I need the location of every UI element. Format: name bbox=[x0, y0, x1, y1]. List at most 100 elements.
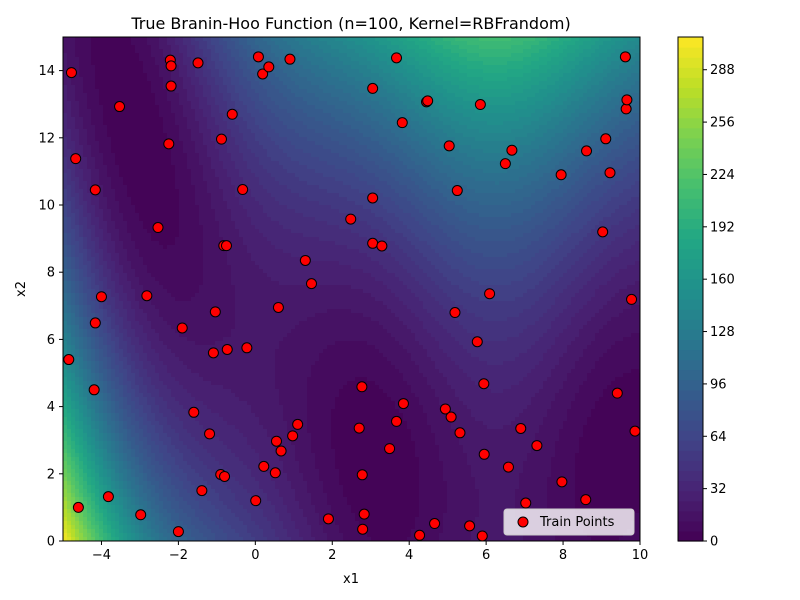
contour-cell bbox=[75, 53, 80, 58]
contour-cell bbox=[191, 489, 196, 494]
contour-cell bbox=[163, 333, 168, 338]
contour-cell bbox=[143, 185, 148, 190]
contour-cell bbox=[195, 125, 200, 130]
contour-cell bbox=[135, 173, 140, 178]
contour-cell bbox=[119, 337, 124, 342]
contour-cell bbox=[143, 53, 148, 58]
contour-cell bbox=[67, 453, 72, 458]
contour-cell bbox=[219, 105, 224, 110]
contour-cell bbox=[135, 61, 140, 66]
contour-cell bbox=[203, 537, 208, 541]
contour-cell bbox=[143, 517, 148, 522]
contour-cell bbox=[179, 521, 184, 526]
contour-cell bbox=[123, 381, 128, 386]
contour-cell bbox=[103, 529, 108, 534]
contour-cell bbox=[175, 189, 180, 194]
contour-cell bbox=[151, 65, 156, 70]
contour-cell bbox=[111, 329, 116, 334]
contour-cell bbox=[135, 497, 140, 502]
contour-cell bbox=[187, 233, 192, 238]
contour-cell bbox=[67, 537, 72, 541]
contour-cell bbox=[187, 97, 192, 102]
contour-cell bbox=[135, 269, 140, 274]
contour-cell bbox=[187, 209, 192, 214]
contour-cell bbox=[127, 485, 132, 490]
contour-cell bbox=[219, 249, 224, 254]
contour-cell bbox=[199, 53, 204, 58]
contour-cell bbox=[75, 409, 80, 414]
contour-cell bbox=[203, 517, 208, 522]
contour-cell bbox=[211, 377, 216, 382]
contour-cell bbox=[207, 93, 212, 98]
contour-cell bbox=[191, 357, 196, 362]
contour-cell bbox=[103, 117, 108, 122]
contour-cell bbox=[111, 473, 116, 478]
contour-cell bbox=[199, 273, 204, 278]
contour-cell bbox=[203, 177, 208, 182]
contour-cell bbox=[91, 93, 96, 98]
contour-cell bbox=[67, 469, 72, 474]
contour-cell bbox=[215, 153, 220, 158]
contour-cell bbox=[183, 465, 188, 470]
contour-cell bbox=[191, 317, 196, 322]
contour-cell bbox=[207, 61, 212, 66]
contour-cell bbox=[143, 149, 148, 154]
contour-cell bbox=[147, 281, 152, 286]
contour-cell bbox=[95, 57, 100, 62]
contour-cell bbox=[179, 421, 184, 426]
contour-cell bbox=[175, 121, 180, 126]
contour-cell bbox=[79, 397, 84, 402]
contour-cell bbox=[203, 221, 208, 226]
contour-cell bbox=[195, 161, 200, 166]
contour-cell bbox=[75, 485, 80, 490]
contour-cell bbox=[107, 41, 112, 46]
contour-cell bbox=[187, 433, 192, 438]
contour-cell bbox=[115, 425, 120, 430]
contour-cell bbox=[207, 245, 212, 250]
contour-cell bbox=[127, 125, 132, 130]
contour-cell bbox=[175, 77, 180, 82]
contour-cell bbox=[139, 369, 144, 374]
contour-cell bbox=[211, 337, 216, 342]
contour-cell bbox=[175, 513, 180, 518]
contour-cell bbox=[79, 409, 84, 414]
contour-cell bbox=[115, 297, 120, 302]
contour-cell bbox=[219, 89, 224, 94]
contour-cell bbox=[107, 249, 112, 254]
contour-cell bbox=[75, 297, 80, 302]
contour-cell bbox=[195, 513, 200, 518]
contour-cell bbox=[79, 121, 84, 126]
contour-cell bbox=[207, 389, 212, 394]
contour-cell bbox=[171, 209, 176, 214]
contour-cell bbox=[179, 481, 184, 486]
contour-cell bbox=[171, 373, 176, 378]
contour-cell bbox=[135, 121, 140, 126]
contour-cell bbox=[123, 237, 128, 242]
contour-cell bbox=[187, 417, 192, 422]
contour-cell bbox=[187, 461, 192, 466]
contour-cell bbox=[151, 281, 156, 286]
contour-cell bbox=[179, 153, 184, 158]
contour-cell bbox=[83, 361, 88, 366]
contour-cell bbox=[71, 205, 76, 210]
contour-cell bbox=[107, 409, 112, 414]
contour-cell bbox=[91, 85, 96, 90]
contour-cell bbox=[75, 205, 80, 210]
contour-cell bbox=[171, 457, 176, 462]
contour-cell bbox=[183, 313, 188, 318]
contour-cell bbox=[119, 37, 124, 42]
contour-cell bbox=[183, 441, 188, 446]
contour-cell bbox=[71, 305, 76, 310]
contour-cell bbox=[175, 169, 180, 174]
contour-cell bbox=[115, 277, 120, 282]
contour-cell bbox=[151, 45, 156, 50]
contour-cell bbox=[195, 405, 200, 410]
contour-cell bbox=[191, 161, 196, 166]
contour-cell bbox=[183, 157, 188, 162]
contour-cell bbox=[203, 193, 208, 198]
contour-cell bbox=[131, 365, 136, 370]
contour-cell bbox=[151, 529, 156, 534]
contour-cell bbox=[71, 225, 76, 230]
contour-cell bbox=[123, 37, 128, 42]
contour-cell bbox=[127, 113, 132, 118]
